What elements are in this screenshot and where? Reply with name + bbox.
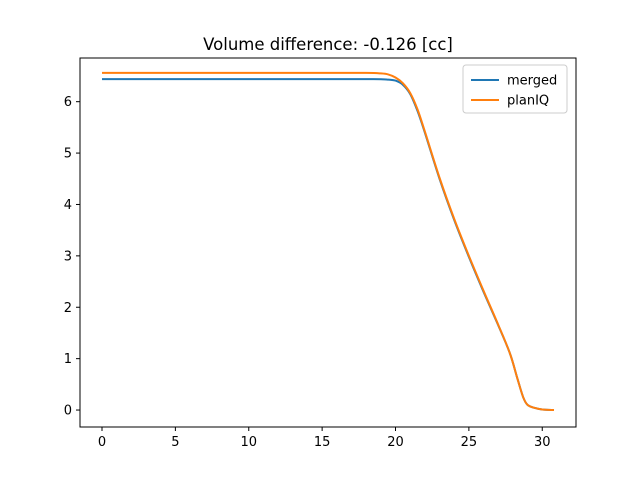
y-tick-label: 0: [64, 404, 72, 419]
x-tick-label: 30: [534, 435, 551, 450]
y-tick-label: 4: [64, 198, 72, 213]
y-tick-label: 1: [64, 352, 72, 367]
chart-title: Volume difference: -0.126 [cc]: [203, 35, 453, 54]
y-tick-label: 2: [64, 301, 72, 316]
x-tick-label: 15: [314, 435, 331, 450]
y-tick-label: 6: [64, 95, 72, 110]
series-line-planiq: [102, 71, 555, 412]
legend: merged planIQ: [462, 64, 568, 114]
x-tick-label: 0: [98, 435, 106, 450]
x-tick-label: 5: [171, 435, 179, 450]
x-tick-label: 25: [461, 435, 478, 450]
x-axis: 0 5 10 15 20 25 30: [98, 427, 551, 450]
y-tick-label: 5: [64, 147, 72, 162]
axes-frame: [79, 57, 577, 428]
series-line-merged: [102, 78, 555, 412]
legend-label-planiq: planIQ: [507, 94, 549, 109]
y-axis: 0 1 2 3 4 5 6: [64, 95, 80, 419]
x-tick-label: 10: [240, 435, 257, 450]
y-tick-label: 3: [64, 249, 72, 264]
x-tick-label: 20: [387, 435, 404, 450]
legend-label-merged: merged: [507, 74, 557, 89]
plot-area: [102, 71, 555, 412]
